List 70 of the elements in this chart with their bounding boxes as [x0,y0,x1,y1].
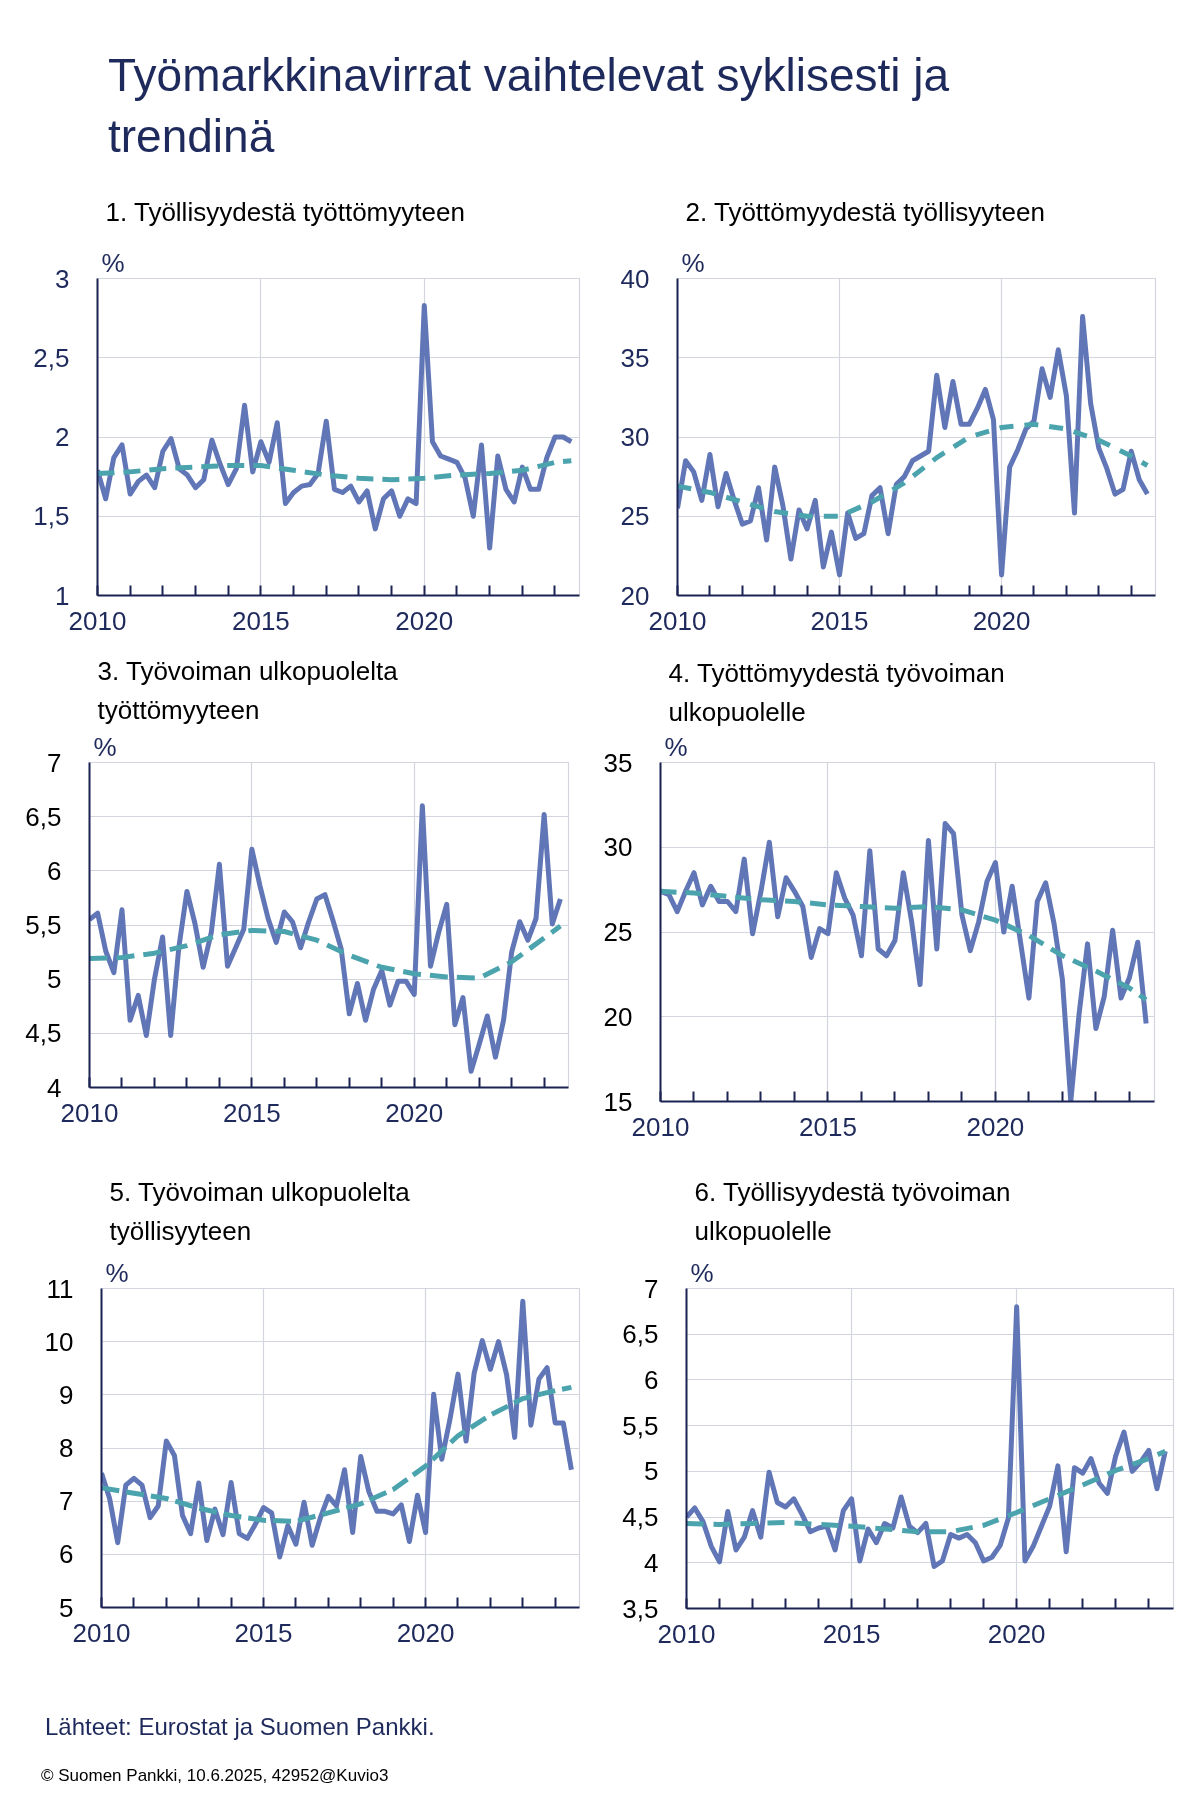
y-tick-label: 1,5 [33,501,70,532]
y-tick-label: 6,5 [622,1319,659,1350]
y-axis-title: % [101,247,125,278]
x-tick-label: 2020 [385,1097,444,1128]
x-tick-label: 2010 [648,605,707,636]
chart-title: 1. Työllisyydestä työttömyyteen [105,197,465,227]
y-tick-label: 5 [47,964,62,995]
y-axis-title: % [664,731,688,762]
y-tick-label: 2 [55,422,70,452]
y-tick-label: 40 [620,263,650,294]
y-tick-label: 4,5 [622,1502,659,1533]
y-tick-label: 20 [620,580,650,611]
y-tick-label: 4 [644,1547,659,1578]
text: © Suomen Pankki, 10.6.2025, 42952@Kuvio3 [40,1765,390,1788]
x-tick-label: 2020 [972,605,1031,636]
y-tick-label: 9 [59,1379,74,1410]
y-tick-label: 6 [644,1364,659,1395]
x-tick-label: 2015 [799,1111,857,1142]
y-tick-label: 6,5 [25,801,62,832]
y-tick-label: 11 [46,1273,74,1304]
x-tick-label: 2020 [395,605,454,636]
chart-title: 2. Työttömyydestä työllisyyteen [685,197,1045,227]
text: Työmarkkinavirrat vaihtelevat syklisesti ja trendinä [107,48,951,164]
y-tick-label: 5 [644,1456,659,1487]
y-tick-label: 5,5 [25,910,62,940]
x-tick-label: 2010 [657,1618,716,1649]
y-tick-label: 30 [620,422,650,452]
y-tick-label: 5,5 [622,1410,659,1441]
x-tick-label: 2015 [222,1097,281,1128]
y-tick-label: 1 [55,580,70,611]
y-tick-label: 15 [603,1086,633,1117]
y-axis-title: % [105,1257,129,1288]
y-tick-label: 25 [620,501,650,532]
y-tick-label: 4,5 [25,1018,62,1049]
y-tick-label: 3 [55,263,70,294]
text: Lähteet: Eurostat ja Suomen Pankki. [44,1712,435,1742]
y-axis-title: % [681,247,705,278]
x-tick-label: 2010 [72,1617,131,1648]
y-tick-label: 7 [47,747,62,778]
chart-title: 6. Työllisyydestä työvoiman ulkopuolelle [694,1176,1011,1246]
y-tick-label: 7 [59,1486,74,1517]
y-tick-label: 3,5 [622,1593,659,1624]
y-axis-title: % [690,1257,714,1288]
y-tick-label: 25 [603,917,633,947]
y-tick-label: 10 [44,1326,74,1357]
chart-title: 5. Työvoiman ulkopuolelta työllisyyteen [109,1176,411,1246]
chart-title: 3. Työvoiman ulkopuolelta työttömyyteen [97,655,399,725]
x-tick-label: 2010 [68,605,127,636]
x-tick-label: 2020 [396,1617,455,1648]
y-tick-label: 20 [603,1001,633,1032]
x-tick-label: 2015 [234,1617,293,1648]
y-tick-label: 2,5 [33,342,70,373]
y-tick-label: 30 [603,832,633,863]
x-tick-label: 2010 [631,1111,690,1142]
x-tick-label: 2015 [231,605,290,636]
y-tick-label: 8 [59,1433,74,1463]
y-tick-label: 6 [59,1539,74,1570]
y-tick-label: 35 [603,747,633,778]
y-tick-label: 35 [620,342,650,373]
y-tick-label: 4 [47,1072,62,1103]
x-tick-label: 2020 [987,1618,1046,1649]
y-tick-label: 5 [59,1592,74,1623]
y-axis-title: % [93,731,117,762]
x-tick-label: 2020 [966,1111,1025,1142]
y-tick-label: 6 [47,855,62,886]
chart-title: 4. Työttömyydestä työvoiman ulkopuolelle [668,657,1005,727]
x-tick-label: 2015 [822,1618,881,1649]
x-tick-label: 2015 [810,605,869,636]
x-tick-label: 2010 [60,1097,119,1128]
y-tick-label: 7 [644,1273,659,1304]
